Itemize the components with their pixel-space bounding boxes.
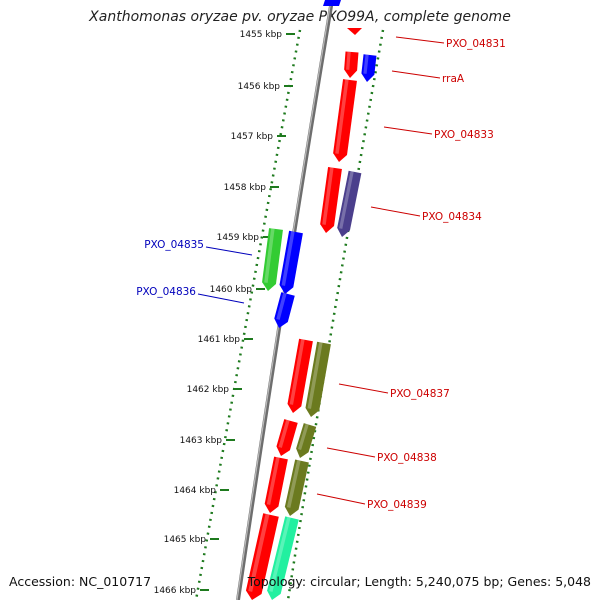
ruler-tick-label: 1465 kbp [164, 535, 207, 545]
ruler-tick-label: 1460 kbp [210, 285, 253, 295]
gene-feature [337, 170, 362, 237]
gene-feature [279, 230, 303, 294]
gene-feature [267, 516, 299, 600]
ruler-tick-label: 1456 kbp [238, 82, 281, 92]
gene-feature [274, 292, 295, 328]
gene-feature-shine [269, 516, 291, 592]
gene-label: PXO_04831 [446, 38, 506, 50]
gene-feature [333, 79, 357, 162]
gene-feature-shine [297, 423, 309, 450]
ruler-left [194, 29, 302, 600]
gene-feature-shine [286, 459, 301, 508]
gene-feature-shine [248, 513, 270, 592]
gene-label-line [391, 70, 441, 79]
map-title: Xanthomonas oryzae pv. oryzae PXO99A, co… [89, 9, 511, 25]
gene-label: PXO_04835 [144, 239, 204, 251]
gene-label-line [370, 206, 421, 217]
ruler-tick-label: 1462 kbp [187, 385, 230, 395]
gene-partial-top [323, 0, 341, 6]
ruler-tick-label: 1457 kbp [231, 132, 274, 142]
gene-feature-shine [307, 342, 323, 409]
gene-label-line [326, 447, 376, 458]
gene-feature [320, 167, 342, 233]
ruler-tick-label: 1455 kbp [240, 30, 283, 40]
gene-feature-shine [281, 231, 295, 286]
gene-label: PXO_04838 [377, 452, 437, 464]
gene-feature [296, 423, 317, 458]
gene-label: PXO_04834 [422, 211, 482, 223]
gene-label: rraA [442, 73, 465, 85]
gene-feature [284, 459, 309, 516]
gene-feature [264, 456, 288, 513]
accession-text: Accession: NC_010717 [9, 574, 152, 589]
gene-feature-shine [278, 419, 290, 448]
gene-feature-shine [276, 292, 287, 320]
ruler-tick-label: 1466 kbp [154, 586, 197, 596]
ruler-tick-label: 1463 kbp [180, 436, 223, 446]
gene-feature-shine [322, 167, 334, 225]
gene-label: PXO_04837 [390, 388, 450, 400]
gene-feature-shine [346, 51, 351, 70]
gene-feature [262, 228, 283, 291]
ruler-tick-label: 1464 kbp [174, 486, 217, 496]
gene-feature-shine [363, 54, 369, 74]
ruler-tick-label: 1461 kbp [198, 335, 241, 345]
gene-feature-shine [266, 457, 280, 505]
gene-feature [361, 54, 377, 82]
gene-label-line [197, 293, 245, 304]
gene-feature [344, 51, 359, 78]
ruler-right [286, 29, 385, 600]
gene-label-line [383, 126, 433, 135]
gene-label-line [338, 383, 389, 394]
gene-label: PXO_04839 [367, 499, 427, 511]
gene-feature [305, 341, 331, 417]
gene-label: PXO_04836 [136, 286, 196, 298]
gene-feature [287, 338, 313, 413]
gene-label: PXO_04833 [434, 129, 494, 141]
ruler-tick-label: 1458 kbp [224, 183, 267, 193]
gene-label-line [395, 36, 445, 44]
gene-label-line [316, 493, 366, 505]
gene-partial-top-red [347, 28, 362, 35]
gene-feature-shine [339, 171, 354, 229]
gene-feature [276, 419, 298, 456]
ruler-tick-label: 1459 kbp [217, 233, 260, 243]
gene-feature [245, 513, 279, 600]
gene-feature-shine [335, 79, 349, 154]
topology-summary: Topology: circular; Length: 5,240,075 bp… [247, 574, 591, 589]
gene-feature-shine [264, 228, 275, 283]
gene-label-line [205, 246, 253, 256]
gene-feature-shine [289, 339, 305, 405]
